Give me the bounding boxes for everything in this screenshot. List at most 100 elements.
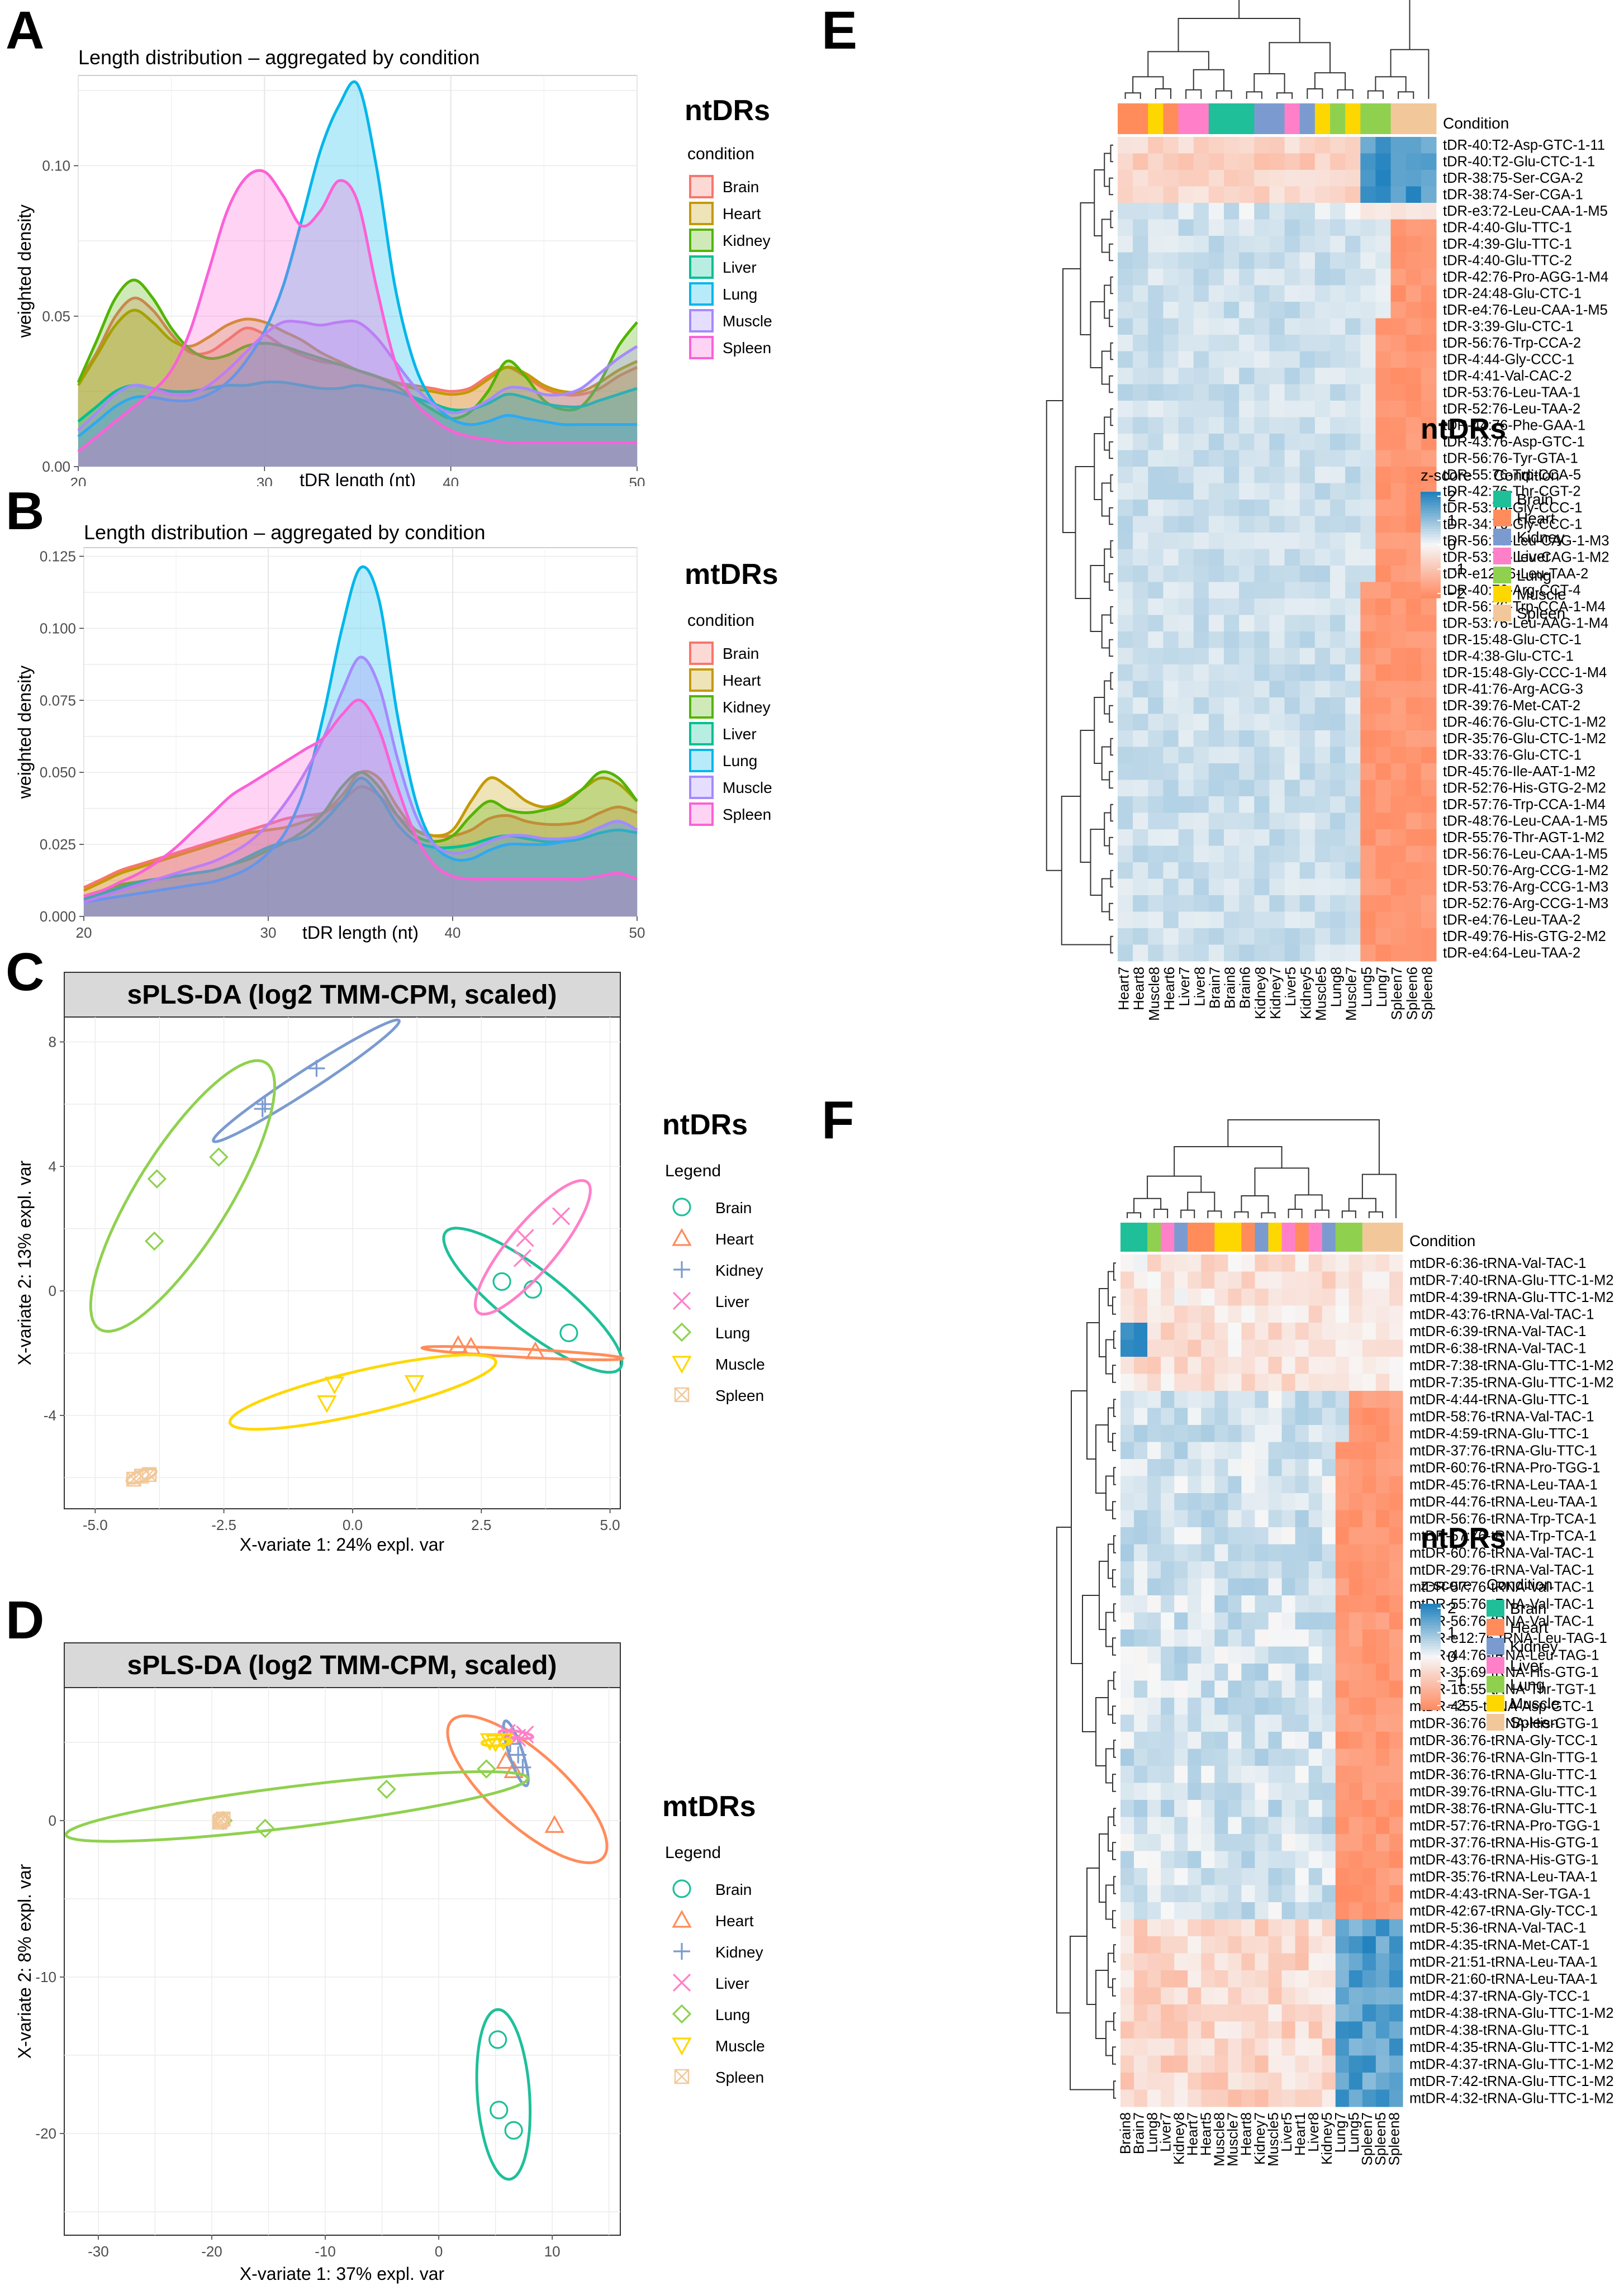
heatmap-cell (1281, 1646, 1296, 1664)
heatmap-cell (1163, 203, 1179, 220)
dendrogram-branch (1113, 1671, 1116, 1690)
heatmap-cell (1405, 878, 1422, 896)
heatmap-cell (1133, 351, 1148, 368)
zscore-gradient-step (1421, 568, 1441, 572)
heatmap-cell (1375, 1919, 1390, 1937)
heatmap-cell (1389, 1919, 1403, 1937)
heatmap-cell (1375, 2073, 1390, 2090)
legend-swatch-lung (689, 749, 714, 772)
heatmap-cell (1405, 236, 1422, 253)
heatmap-cell (1335, 1391, 1350, 1408)
heatmap-cell (1193, 664, 1209, 681)
dendrogram-branch (1207, 1210, 1222, 1218)
heatmap-cell (1178, 598, 1194, 615)
heatmap-cell (1345, 763, 1361, 780)
heatmap-f: Condition mtDR-6:36-tRNA-Val-TAC-1mtDR-7… (1056, 1119, 1614, 2166)
heatmap-cell (1147, 1748, 1161, 1766)
heatmap-cell (1421, 252, 1437, 269)
heatmap-cell (1345, 714, 1361, 731)
heatmap-cell (1134, 2089, 1148, 2107)
zscore-gradient-step (1421, 574, 1441, 577)
y-tick-label: 4 (49, 1158, 56, 1175)
heatmap-cell (1161, 1664, 1175, 1681)
heatmap-cell (1335, 1817, 1350, 1835)
heatmap-cell (1281, 1680, 1296, 1698)
heatmap-cell (1133, 153, 1148, 170)
legend-label-spleen: Spleen (715, 2069, 764, 2086)
heatmap-cell (1281, 1902, 1296, 1919)
heatmap-cell (1255, 2089, 1269, 2107)
heatmap-cell (1345, 318, 1361, 335)
heatmap-cell (1228, 1544, 1242, 1562)
heatmap-cell (1308, 1561, 1323, 1579)
heatmap-cell (1161, 1476, 1175, 1494)
heatmap-cell (1255, 1391, 1269, 1408)
heatmap-cell (1335, 1851, 1350, 1869)
heatmap-cell (1134, 1476, 1148, 1494)
heatmap-cell (1174, 1817, 1188, 1835)
heatmap-cell (1208, 384, 1224, 401)
heatmap-cell (1322, 2089, 1336, 2107)
heatmap-cell (1178, 549, 1194, 566)
condition-annotation-bar-f (1120, 1223, 1403, 1252)
heatmap-cell (1178, 911, 1194, 929)
heatmap-cell (1421, 318, 1437, 335)
heatmap-cell (1421, 170, 1437, 187)
heatmap-cell (1330, 615, 1346, 632)
heatmap-cell (1178, 401, 1194, 417)
heatmap-cell (1118, 153, 1133, 170)
zscore-gradient-step (1421, 1672, 1441, 1676)
heatmap-cell (1299, 302, 1316, 319)
heatmap-cell (1330, 845, 1346, 863)
heatmap-cell (1421, 417, 1437, 434)
heatmap-cell (1345, 730, 1361, 747)
heatmap-cell (1362, 1970, 1376, 1988)
heatmap-cell (1133, 137, 1148, 154)
heatmap-cell (1228, 1527, 1242, 1545)
heatmap-cell (1133, 895, 1148, 912)
zscore-title-e: z-score (1421, 467, 1472, 484)
heatmap-cell (1330, 780, 1346, 797)
zscore-gradient-step (1421, 555, 1441, 559)
heatmap-cell (1314, 747, 1331, 764)
row-label: mtDR-42:67-tRNA-Gly-TCC-1 (1409, 1903, 1598, 1919)
heatmap-cell (1421, 598, 1437, 615)
heatmap-cell (1178, 236, 1194, 253)
heatmap-cell (1284, 714, 1300, 731)
heatmap-cell (1241, 1800, 1255, 1817)
zscore-gradient-step (1421, 1643, 1441, 1647)
heatmap-cell (1360, 368, 1376, 384)
heatmap-cell (1148, 335, 1164, 351)
row-label: tDR-49:76-His-GTG-2-M2 (1443, 929, 1606, 944)
heatmap-cell (1178, 170, 1194, 187)
heatmap-cell (1161, 1817, 1175, 1835)
heatmap-cell (1174, 1680, 1188, 1698)
heatmap-cell (1281, 1885, 1296, 1903)
heatmap-cell (1308, 1408, 1323, 1426)
heatmap-cell (1360, 401, 1376, 417)
heatmap-cell (1375, 1357, 1390, 1374)
heatmap-cell (1163, 417, 1179, 434)
heatmap-cell (1120, 1561, 1134, 1579)
heatmap-cell (1314, 467, 1331, 483)
heatmap-cell (1118, 450, 1133, 467)
heatmap-cell (1255, 1612, 1269, 1630)
heatmap-cell (1322, 1851, 1336, 1869)
heatmap-cell (1134, 2055, 1148, 2073)
dendrogram-branch (1361, 1173, 1397, 1218)
heatmap-cell (1375, 2055, 1390, 2073)
heatmap-cell (1241, 1834, 1255, 1851)
heatmap-cell (1362, 1476, 1376, 1494)
heatmap-cell (1208, 714, 1224, 731)
zscore-tick-label: 1 (1447, 512, 1456, 529)
heatmap-cell (1120, 1800, 1134, 1817)
x-tick-label: -10 (315, 2243, 336, 2260)
heatmap-cell (1284, 796, 1300, 813)
row-label: tDR-53:76-Arg-CCG-1-M3 (1443, 880, 1608, 895)
dendrogram-branch (1094, 433, 1105, 500)
heatmap-cell (1228, 1612, 1242, 1630)
heatmap-cell (1174, 1612, 1188, 1630)
heatmap-cell (1228, 1698, 1242, 1715)
heatmap-cell (1174, 2055, 1188, 2073)
heatmap-cell (1281, 1305, 1296, 1323)
